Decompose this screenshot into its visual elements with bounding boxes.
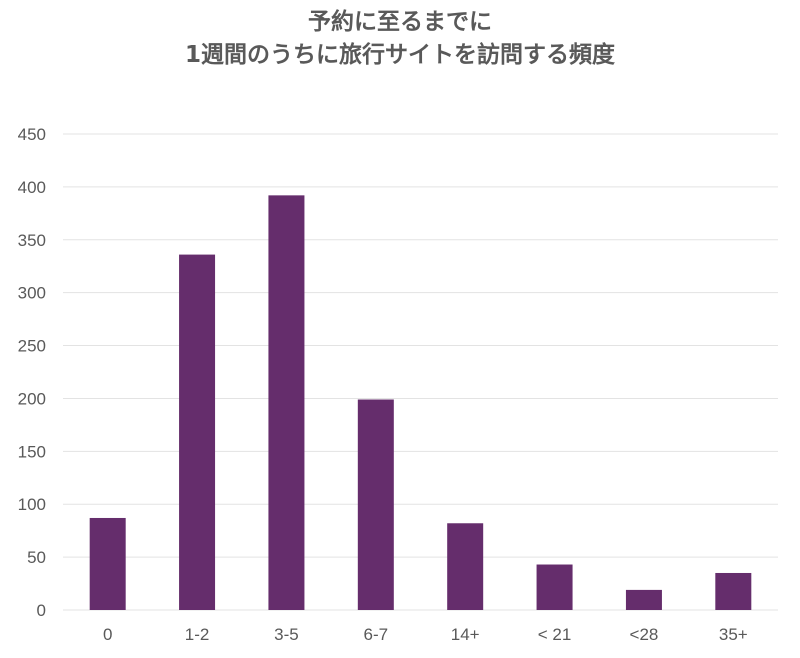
chart-title-line-2: 1週間のうちに旅行サイトを訪問する頻度 bbox=[184, 42, 615, 68]
y-tick-label: 0 bbox=[37, 601, 46, 620]
bar bbox=[357, 399, 394, 610]
bars bbox=[89, 195, 752, 610]
y-tick-label: 50 bbox=[27, 548, 46, 567]
y-tick-label: 400 bbox=[18, 178, 46, 197]
y-tick-label: 250 bbox=[18, 337, 46, 356]
x-tick-label: 0 bbox=[103, 625, 112, 644]
y-axis-ticks: 0 50 100 150 200 250 300 350 400 450 bbox=[18, 125, 46, 620]
bar bbox=[536, 564, 573, 610]
x-tick-label: 6-7 bbox=[364, 625, 389, 644]
x-tick-label: <28 bbox=[630, 625, 659, 644]
bar bbox=[447, 523, 484, 610]
bar bbox=[625, 589, 662, 610]
bar bbox=[179, 254, 216, 610]
x-tick-label: 35+ bbox=[719, 625, 748, 644]
x-tick-label: 3-5 bbox=[274, 625, 299, 644]
y-tick-label: 200 bbox=[18, 389, 46, 408]
chart-title-line-1: 予約に至るまでに bbox=[308, 9, 492, 35]
x-tick-label: 1-2 bbox=[185, 625, 210, 644]
chart-title: 予約に至るまでに 1週間のうちに旅行サイトを訪問する頻度 bbox=[0, 6, 800, 72]
x-tick-label: 14+ bbox=[451, 625, 480, 644]
gridlines bbox=[63, 133, 778, 611]
x-axis-ticks: 0 1-2 3-5 6-7 14+ < 21 <28 35+ bbox=[103, 625, 748, 644]
bar bbox=[89, 517, 126, 610]
y-tick-label: 300 bbox=[18, 284, 46, 303]
bar bbox=[715, 572, 752, 610]
x-tick-label: < 21 bbox=[538, 625, 572, 644]
bar bbox=[268, 195, 305, 610]
y-tick-label: 350 bbox=[18, 231, 46, 250]
y-tick-label: 450 bbox=[18, 125, 46, 144]
y-tick-label: 150 bbox=[18, 442, 46, 461]
y-tick-label: 100 bbox=[18, 495, 46, 514]
